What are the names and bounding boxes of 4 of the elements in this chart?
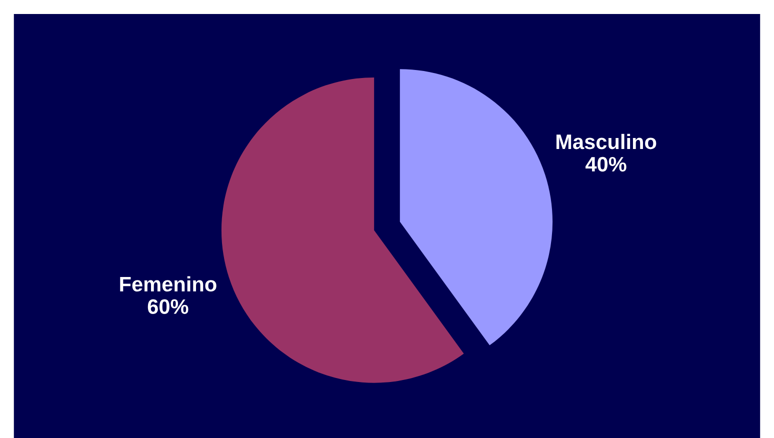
data-label: 40%: [586, 156, 626, 172]
data-label: 60%: [148, 299, 188, 314]
slice-label: Masculino: [556, 134, 656, 150]
slice-label: Femenino: [120, 276, 216, 292]
